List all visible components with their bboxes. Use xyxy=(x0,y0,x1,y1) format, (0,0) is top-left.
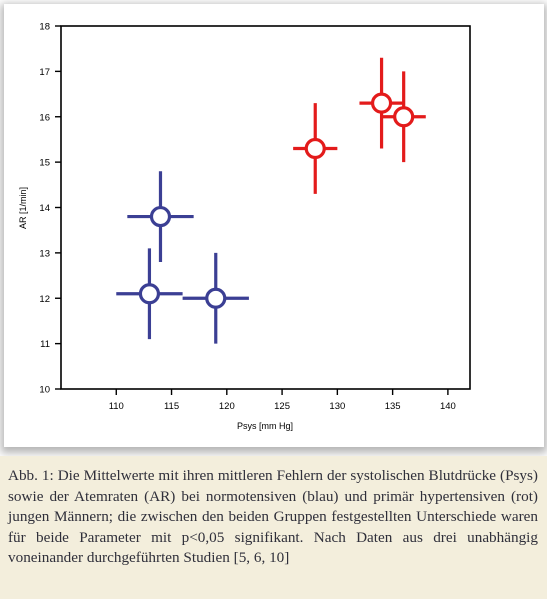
data-point xyxy=(359,57,404,149)
figure-caption: Abb. 1: Die Mittelwerte mit ihren mittle… xyxy=(8,467,538,566)
x-tick-label: 125 xyxy=(274,401,290,412)
point-marker xyxy=(393,106,415,128)
axis-ticks: 110 115 120 125 130 135 140 10 11 12 13 14 15 16 17 18 xyxy=(39,22,455,413)
point-marker xyxy=(149,205,172,228)
y-tick-label: 17 xyxy=(39,67,50,78)
point-marker xyxy=(370,92,393,114)
point-marker xyxy=(304,137,326,160)
x-tick-label: 130 xyxy=(329,401,345,412)
figure-panel: 110 115 120 125 130 135 140 10 11 12 13 14 15 16 17 18 … xyxy=(18,21,471,431)
data-point xyxy=(293,103,338,194)
y-tick-label: 15 xyxy=(39,158,50,169)
y-tick-label: 18 xyxy=(39,22,50,33)
plot-frame xyxy=(60,25,471,390)
x-tick-label: 110 xyxy=(109,401,124,412)
y-tick-label: 11 xyxy=(40,339,50,350)
x-tick-label: 120 xyxy=(219,401,235,412)
data-point xyxy=(127,171,194,262)
y-axis-label: AR [1/min] xyxy=(18,187,28,229)
y-tick-label: 13 xyxy=(39,248,50,259)
y-tick-label: 12 xyxy=(39,294,50,305)
x-tick-label: 115 xyxy=(164,401,179,412)
scatter-chart: 110 115 120 125 130 135 140101112131415161718 … xyxy=(18,22,471,431)
y-tick-label: 14 xyxy=(39,203,50,214)
y-tick-label: 16 xyxy=(39,112,50,123)
data-point xyxy=(182,252,249,344)
data-marks xyxy=(116,57,426,344)
x-tick-label: 140 xyxy=(440,401,456,412)
x-tick-label: 135 xyxy=(385,401,401,412)
data-point xyxy=(116,248,183,340)
y-tick-label: 10 xyxy=(39,385,50,396)
x-axis-label: Psys [mm Hg] xyxy=(237,421,293,431)
point-marker xyxy=(138,283,161,305)
caption-box xyxy=(0,456,547,599)
point-marker xyxy=(205,287,227,309)
data-point xyxy=(381,71,426,163)
